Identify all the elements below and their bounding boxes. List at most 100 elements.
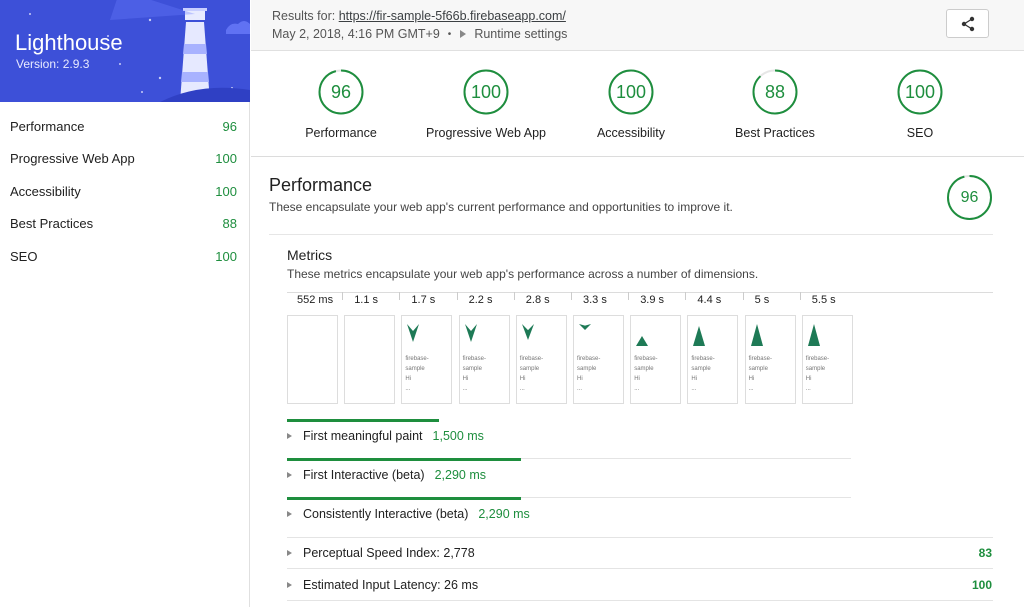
metric-row-first-meaningful-paint[interactable]: First meaningful paint 1,500 ms (287, 417, 484, 455)
filmstrip-frame-text: sample (519, 366, 540, 372)
firebase-logo-icon (693, 326, 706, 346)
filmstrip-frame-text: sample (405, 366, 425, 372)
sidebar-item-label: SEO (10, 248, 38, 264)
sidebar-item-label: Performance (10, 118, 85, 134)
filmstrip-frame: firebase-sample Hi... (401, 315, 453, 404)
gauge-seo[interactable]: 100 SEO (845, 68, 995, 140)
filmstrip-frame-text: firebase- (634, 356, 658, 362)
row-divider (287, 600, 993, 601)
filmstrip-tick (399, 292, 401, 300)
performance-title: Performance (269, 175, 373, 195)
metrics-description: These metrics encapsulate your web app's… (287, 267, 759, 281)
expand-icon (287, 549, 292, 556)
sidebar-item-pwa[interactable]: Progressive Web App 100 (0, 143, 250, 176)
expand-icon (287, 581, 292, 588)
filmstrip-frame-text: firebase- (577, 356, 601, 362)
filmstrip-frame-text: ... (748, 386, 754, 392)
sidebar-item-score: 96 (222, 118, 237, 134)
firebase-logo-icon (579, 324, 591, 330)
metric-row-consistently-interactive[interactable]: Consistently Interactive (beta) 2,290 ms (287, 495, 530, 533)
sidebar-item-best-practices[interactable]: Best Practices 88 (0, 208, 250, 241)
gauge-label: Performance (305, 126, 377, 140)
score-gauges: 96 Performance 100 Progressive Web App 1… (251, 52, 1024, 157)
filmstrip-frame: firebase-sample Hi... (458, 315, 510, 404)
filmstrip-axis (287, 292, 993, 293)
filmstrip-time-label: 4.4 s (697, 294, 722, 306)
performance-section-header: Performance These encapsulate your web a… (269, 175, 994, 214)
lighthouse-banner: Lighthouse Version: 2.9.3 (0, 0, 250, 102)
filmstrip-frame: firebase-sample Hi... (515, 315, 567, 404)
filmstrip-time-label: 1.7 s (411, 294, 436, 306)
filmstrip-frame (344, 315, 396, 404)
gauge-score: 100 (615, 82, 647, 102)
gauge-performance[interactable]: 96 Performance (266, 68, 416, 140)
metric-score: 100 (971, 577, 992, 592)
metric-bar-consistently-interactive (287, 497, 522, 500)
filmstrip-tick (456, 292, 458, 300)
gauge-score: 100 (904, 82, 936, 102)
metric-row-perceptual-speed-index[interactable]: Perceptual Speed Index: 2,778 83 (287, 537, 993, 568)
filmstrip-time-label: 3.3 s (583, 294, 607, 306)
filmstrip-frame-text: sample (634, 366, 654, 372)
gauge-ring: 100 (462, 68, 510, 116)
filmstrip-frame (287, 315, 338, 404)
filmstrip-frame-text: Hi (805, 376, 812, 382)
filmstrip-frame-text: firebase- (519, 356, 544, 362)
filmstrip-time-label: 2.8 s (525, 294, 550, 306)
metric-score: 83 (978, 545, 992, 560)
metric-label: First Interactive (beta) (303, 468, 425, 482)
filmstrip-frame: firebase-sample Hi... (744, 315, 796, 404)
filmstrip-frame-text: sample (691, 366, 711, 372)
gauge-pwa[interactable]: 100 Progressive Web App (411, 68, 561, 140)
sidebar-item-performance[interactable]: Performance 96 (0, 110, 250, 143)
gauge-score: 96 (330, 82, 352, 102)
filmstrip-frame-text: firebase- (691, 356, 715, 362)
sidebar-item-score: 88 (222, 216, 237, 232)
filmstrip-frame-text: Hi (462, 376, 469, 382)
results-url-link[interactable]: https://fir-sample-5f66b.firebaseapp.com… (338, 9, 566, 23)
filmstrip-frame-text: Hi (577, 376, 583, 382)
metric-label: Estimated Input Latency: 26 ms (303, 577, 479, 592)
filmstrip-frame-text: Hi (748, 376, 755, 382)
row-divider (287, 458, 851, 459)
firebase-logo-icon (521, 324, 534, 340)
sidebar-item-seo[interactable]: SEO 100 (0, 240, 250, 273)
filmstrip-frame-text: ... (634, 386, 640, 392)
filmstrip-frame-text: ... (462, 386, 468, 392)
performance-description: These encapsulate your web app's current… (269, 200, 733, 214)
filmstrip-frame-text: ... (805, 386, 811, 392)
filmstrip-frame-text: firebase- (805, 356, 830, 362)
filmstrip-frame-text: Hi (405, 376, 412, 382)
gauge-accessibility[interactable]: 100 Accessibility (556, 68, 706, 140)
gauge-score: 88 (764, 82, 786, 102)
filmstrip-frame-text: firebase- (462, 356, 486, 362)
sidebar-item-score: 100 (215, 183, 237, 199)
gauge-best-practices[interactable]: 88 Best Practices (700, 68, 850, 140)
metric-value: 2,290 ms (478, 507, 530, 521)
runtime-settings-toggle[interactable]: Runtime settings (474, 27, 568, 41)
sidebar-item-label: Progressive Web App (10, 151, 135, 167)
performance-score-gauge: 96 (946, 174, 993, 221)
sidebar-item-score: 100 (215, 151, 237, 167)
share-button[interactable] (946, 9, 989, 38)
metric-label: First meaningful paint (303, 429, 423, 443)
runtime-expand-icon[interactable] (460, 30, 467, 38)
metric-row-estimated-input-latency[interactable]: Estimated Input Latency: 26 ms 100 (287, 569, 993, 600)
separator-dot: • (447, 28, 452, 40)
sidebar-item-label: Accessibility (10, 183, 81, 199)
sidebar-item-accessibility[interactable]: Accessibility 100 (0, 175, 250, 208)
sidebar-item-label: Best Practices (10, 216, 94, 232)
gauge-ring: 88 (751, 68, 799, 116)
report-header: Results for: https://fir-sample-5f66b.fi… (251, 0, 1024, 51)
performance-score: 96 (960, 189, 979, 206)
filmstrip-frame-text: sample (805, 366, 826, 372)
filmstrip-frame-text: ... (577, 386, 583, 392)
filmstrip-frame-text: sample (577, 366, 597, 372)
expand-icon (287, 472, 292, 478)
metric-value: 2,290 ms (434, 468, 486, 482)
firebase-logo-icon (407, 324, 420, 342)
row-divider (287, 537, 993, 538)
filmstrip-frame: firebase-sample Hi... (573, 315, 624, 404)
filmstrip-frame-text: ... (519, 386, 525, 392)
metric-row-first-interactive[interactable]: First Interactive (beta) 2,290 ms (287, 456, 486, 494)
